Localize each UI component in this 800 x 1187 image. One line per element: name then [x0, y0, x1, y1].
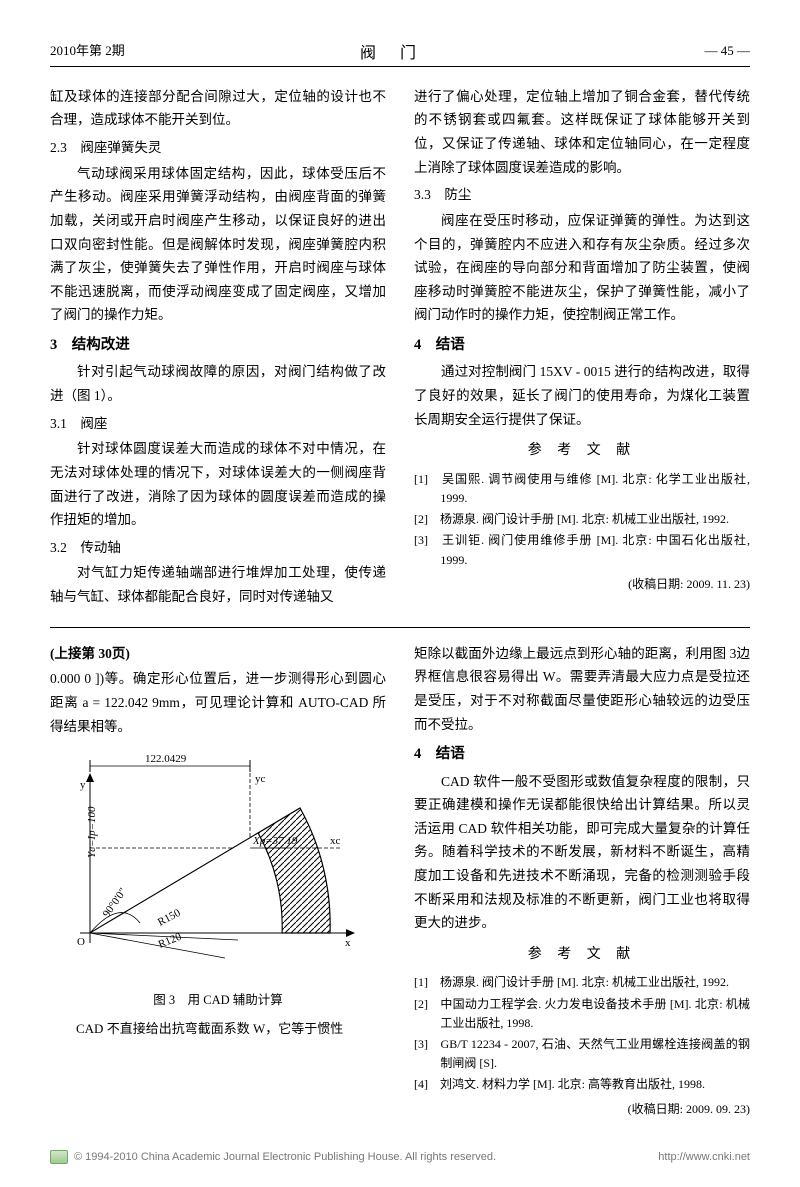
figure-3-caption: 图 3 用 CAD 辅助计算 [50, 990, 386, 1012]
references-title: 参 考 文 献 [414, 943, 750, 968]
reference-item: [4] 刘鸿文. 材料力学 [M]. 北京: 高等教育出版社, 1998. [414, 1075, 750, 1094]
reference-item: [1] 杨源泉. 阀门设计手册 [M]. 北京: 机械工业出版社, 1992. [414, 973, 750, 992]
body-text: 气动球阀采用球体固定结构，因此，球体受压后不产生移动。阀座采用弹簧浮动结构，由阀… [50, 162, 386, 327]
upper-left-col: 缸及球体的连接部分配合间隙过大，定位轴的设计也不合理，造成球体不能开关到位。 2… [50, 85, 386, 611]
reference-item: [3] 王训钜. 阀门使用维修手册 [M]. 北京: 中国石化出版社, 1999… [414, 531, 750, 569]
body-text: 矩除以截面外边缘上最远点到形心轴的距离，利用图 3边界框信息很容易得出 W。需要… [414, 642, 750, 737]
axis-xc: xc [330, 835, 341, 847]
lower-left-col: (上接第 30页) 0.000 0 ])等。确定形心位置后，进一步测得形心到圆心… [50, 642, 386, 1122]
body-text: CAD 软件一般不受图形或数值复杂程度的限制，只要正确建模和操作无误都能很快给出… [414, 770, 750, 935]
subsection-3-3: 3.3 防尘 [414, 183, 750, 207]
footer-copyright: © 1994-2010 China Academic Journal Elect… [74, 1148, 496, 1167]
body-text: 缸及球体的连接部分配合间隙过大，定位轴的设计也不合理，造成球体不能开关到位。 [50, 85, 386, 132]
axis-yc: yc [255, 773, 266, 785]
header-issue: 2010年第 2期 [50, 40, 125, 63]
lower-article: (上接第 30页) 0.000 0 ])等。确定形心位置后，进一步测得形心到圆心… [50, 642, 750, 1122]
reference-item: [3] GB/T 12234 - 2007, 石油、天然气工业用螺栓连接阀盖的钢… [414, 1035, 750, 1073]
body-text: 0.000 0 ])等。确定形心位置后，进一步测得形心到圆心距离 a = 122… [50, 667, 386, 738]
figure-3-svg: y x O 122.0429 yc xc [50, 748, 370, 978]
subsection-3-1: 3.1 阀座 [50, 412, 386, 436]
dim-top: 122.0429 [145, 753, 187, 765]
body-text: 针对引起气动球阀故障的原因，对阀门结构做了改进（图 1）。 [50, 360, 386, 407]
page-footer: © 1994-2010 China Academic Journal Elect… [50, 1148, 750, 1167]
body-text: 进行了偏心处理，定位轴上增加了铜合金套，替代传统的不锈钢套或四氟套。这样既保证了… [414, 85, 750, 180]
body-text: 针对球体圆度误差大而造成的球体不对中情况，在无法对球体处理的情况下，对球体误差大… [50, 437, 386, 532]
section-4-lower: 4 结语 [414, 742, 750, 767]
subsection-3-2: 3.2 传动轴 [50, 536, 386, 560]
reference-item: [2] 中国动力工程学会. 火力发电设备技术手册 [M]. 北京: 机械工业出版… [414, 995, 750, 1033]
article-divider [50, 627, 750, 628]
header-journal: 阀门 [360, 40, 440, 68]
upper-right-col: 进行了偏心处理，定位轴上增加了铜合金套，替代传统的不锈钢套或四氟套。这样既保证了… [414, 85, 750, 611]
received-date: (收稿日期: 2009. 11. 23) [414, 574, 750, 595]
body-text: 对气缸力矩传递轴端部进行堆焊加工处理，使传递轴与气缸、球体都能配合良好，同时对传… [50, 561, 386, 608]
references-title: 参 考 文 献 [414, 439, 750, 464]
received-date: (收稿日期: 2009. 09. 23) [414, 1099, 750, 1120]
cnki-icon [50, 1150, 68, 1164]
axis-x: x [345, 937, 351, 949]
footer-url: http://www.cnki.net [658, 1148, 750, 1167]
body-text: 通过对控制阀门 15XV - 0015 进行的结构改进，取得了良好的效果，延长了… [414, 360, 750, 431]
figure-3: y x O 122.0429 yc xc [50, 748, 386, 1012]
axis-y: y [80, 779, 86, 791]
body-text: 阀座在受压时移动，应保证弹簧的弹性。为达到这个目的，弹簧腔内不应进入和存有灰尘杂… [414, 209, 750, 327]
section-3: 3 结构改进 [50, 333, 386, 358]
yp-label: Yc=Ip=100 [86, 806, 98, 858]
origin-label: O [77, 936, 85, 948]
lower-right-col: 矩除以截面外边缘上最远点到形心轴的距离，利用图 3边界框信息很容易得出 W。需要… [414, 642, 750, 1122]
page-header: 2010年第 2期 阀门 — 45 — [50, 40, 750, 67]
section-4: 4 结语 [414, 333, 750, 358]
body-text: CAD 不直接给出抗弯截面系数 W，它等于惯性 [50, 1018, 386, 1041]
header-page: — 45 — [705, 40, 751, 63]
xp-label: Xp=37.19 [252, 835, 298, 847]
upper-article: 缸及球体的连接部分配合间隙过大，定位轴的设计也不合理，造成球体不能开关到位。 2… [50, 85, 750, 611]
continued-from: (上接第 30页) [50, 646, 130, 661]
subsection-2-3: 2.3 阀座弹簧失灵 [50, 136, 386, 160]
reference-item: [1] 吴国熙. 调节阀使用与维修 [M]. 北京: 化学工业出版社, 1999… [414, 470, 750, 508]
reference-item: [2] 杨源泉. 阀门设计手册 [M]. 北京: 机械工业出版社, 1992. [414, 510, 750, 529]
